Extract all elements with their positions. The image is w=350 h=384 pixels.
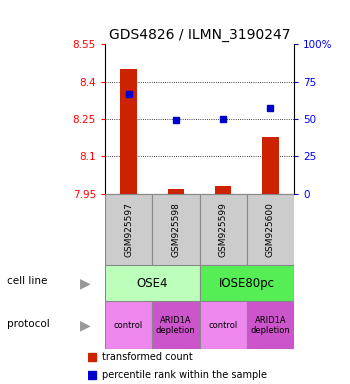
Text: ▶: ▶	[80, 318, 91, 333]
Text: transformed count: transformed count	[102, 352, 193, 362]
Bar	[215, 187, 231, 194]
Text: ARID1A
depletion: ARID1A depletion	[251, 316, 290, 335]
FancyBboxPatch shape	[105, 194, 152, 265]
FancyBboxPatch shape	[199, 265, 294, 301]
Text: cell line: cell line	[7, 276, 47, 286]
Text: control: control	[114, 321, 143, 330]
FancyBboxPatch shape	[199, 194, 247, 265]
Bar	[262, 137, 279, 194]
Text: GSM925597: GSM925597	[124, 202, 133, 257]
Bar	[120, 69, 137, 194]
FancyBboxPatch shape	[105, 301, 152, 349]
Text: GSM925600: GSM925600	[266, 202, 275, 257]
Title: GDS4826 / ILMN_3190247: GDS4826 / ILMN_3190247	[109, 28, 290, 42]
Text: control: control	[209, 321, 238, 330]
Text: IOSE80pc: IOSE80pc	[219, 277, 275, 290]
FancyBboxPatch shape	[247, 194, 294, 265]
FancyBboxPatch shape	[152, 194, 200, 265]
Text: percentile rank within the sample: percentile rank within the sample	[102, 370, 267, 380]
Text: GSM925598: GSM925598	[172, 202, 180, 257]
Bar	[168, 189, 184, 194]
Text: OSE4: OSE4	[136, 277, 168, 290]
Text: GSM925599: GSM925599	[219, 202, 228, 257]
Text: ARID1A
depletion: ARID1A depletion	[156, 316, 196, 335]
FancyBboxPatch shape	[152, 301, 200, 349]
FancyBboxPatch shape	[105, 265, 200, 301]
FancyBboxPatch shape	[199, 301, 247, 349]
Text: protocol: protocol	[7, 318, 50, 329]
FancyBboxPatch shape	[247, 301, 294, 349]
Text: ▶: ▶	[80, 276, 91, 290]
